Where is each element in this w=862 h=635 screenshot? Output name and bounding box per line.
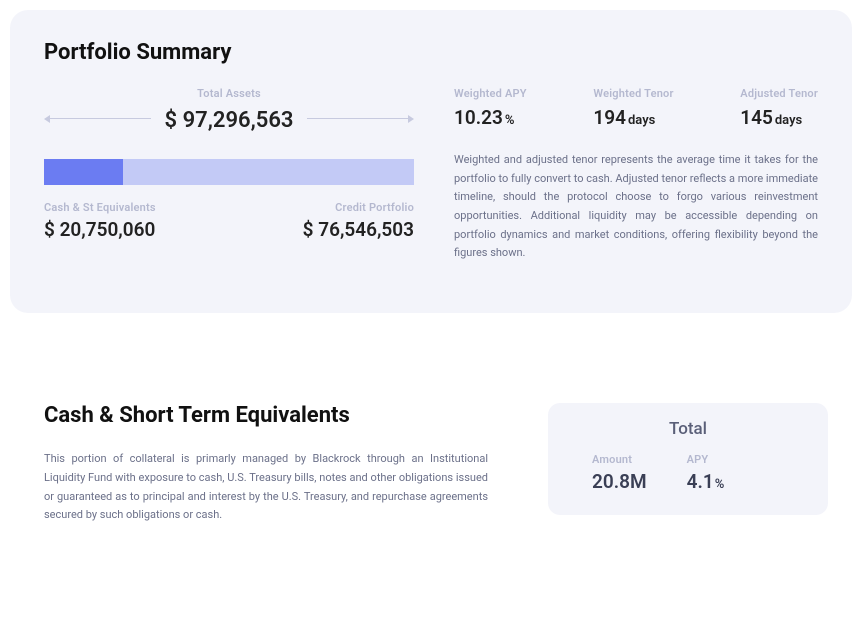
total-assets-row: $ 97,296,563	[44, 104, 414, 133]
portfolio-summary-title: Portfolio Summary	[44, 40, 818, 65]
metric-adjusted-tenor-label: Adjusted Tenor	[740, 87, 818, 100]
metric-adjusted-tenor-value: 145	[740, 106, 773, 129]
portfolio-left-column: Total Assets $ 97,296,563 Cash & St Equi…	[44, 87, 414, 263]
portfolio-summary-card: Portfolio Summary Total Assets $ 97,296,…	[10, 10, 852, 313]
total-amount-label: Amount	[592, 453, 647, 466]
cash-equivalents-right: Total Amount 20.8M APY 4.1%	[548, 403, 828, 525]
total-assets-value: $ 97,296,563	[165, 108, 294, 133]
portfolio-right-column: Weighted APY 10.23% Weighted Tenor 194da…	[454, 87, 818, 263]
metric-weighted-tenor-label: Weighted Tenor	[593, 87, 673, 100]
breakdown-cash-value: $ 20,750,060	[44, 218, 155, 241]
decor-line-right	[307, 115, 414, 123]
breakdown-credit: Credit Portfolio $ 76,546,503	[303, 201, 414, 241]
portfolio-top-row: Total Assets $ 97,296,563 Cash & St Equi…	[44, 87, 818, 263]
tenor-description: Weighted and adjusted tenor represents t…	[454, 151, 818, 263]
metric-weighted-tenor-value: 194	[593, 106, 626, 129]
breakdown-row: Cash & St Equivalents $ 20,750,060 Credi…	[44, 201, 414, 241]
breakdown-credit-value: $ 76,546,503	[303, 218, 414, 241]
total-amount: Amount 20.8M	[592, 453, 647, 493]
metric-weighted-apy-value: 10.23	[454, 106, 503, 129]
metric-weighted-apy-label: Weighted APY	[454, 87, 527, 100]
breakdown-cash-label: Cash & St Equivalents	[44, 201, 156, 214]
allocation-bar-cash	[44, 159, 123, 185]
breakdown-credit-label: Credit Portfolio	[303, 201, 414, 214]
metric-weighted-apy-unit: %	[505, 113, 515, 128]
metric-weighted-tenor: Weighted Tenor 194days	[593, 87, 673, 129]
total-apy-unit: %	[715, 477, 725, 492]
metric-weighted-apy: Weighted APY 10.23%	[454, 87, 527, 129]
total-apy-label: APY	[687, 453, 725, 466]
total-card-title: Total	[572, 419, 804, 439]
cash-equivalents-section: Cash & Short Term Equivalents This porti…	[44, 403, 828, 525]
total-card-grid: Amount 20.8M APY 4.1%	[572, 453, 804, 493]
total-amount-value: 20.8M	[592, 470, 647, 493]
total-assets-block: Total Assets $ 97,296,563	[44, 87, 414, 133]
cash-equivalents-description: This portion of collateral is primarly m…	[44, 450, 488, 525]
allocation-bar	[44, 159, 414, 185]
metric-adjusted-tenor: Adjusted Tenor 145days	[740, 87, 818, 129]
total-card: Total Amount 20.8M APY 4.1%	[548, 403, 828, 515]
breakdown-cash: Cash & St Equivalents $ 20,750,060	[44, 201, 156, 241]
metric-weighted-tenor-unit: days	[628, 113, 655, 128]
cash-equivalents-title: Cash & Short Term Equivalents	[44, 403, 488, 428]
decor-line-left	[44, 115, 151, 123]
metric-adjusted-tenor-unit: days	[775, 113, 802, 128]
metrics-row: Weighted APY 10.23% Weighted Tenor 194da…	[454, 87, 818, 129]
total-apy: APY 4.1%	[687, 453, 725, 493]
total-apy-value: 4.1	[687, 470, 714, 493]
cash-equivalents-left: Cash & Short Term Equivalents This porti…	[44, 403, 488, 525]
allocation-bar-credit	[123, 159, 414, 185]
total-assets-label: Total Assets	[44, 87, 414, 100]
